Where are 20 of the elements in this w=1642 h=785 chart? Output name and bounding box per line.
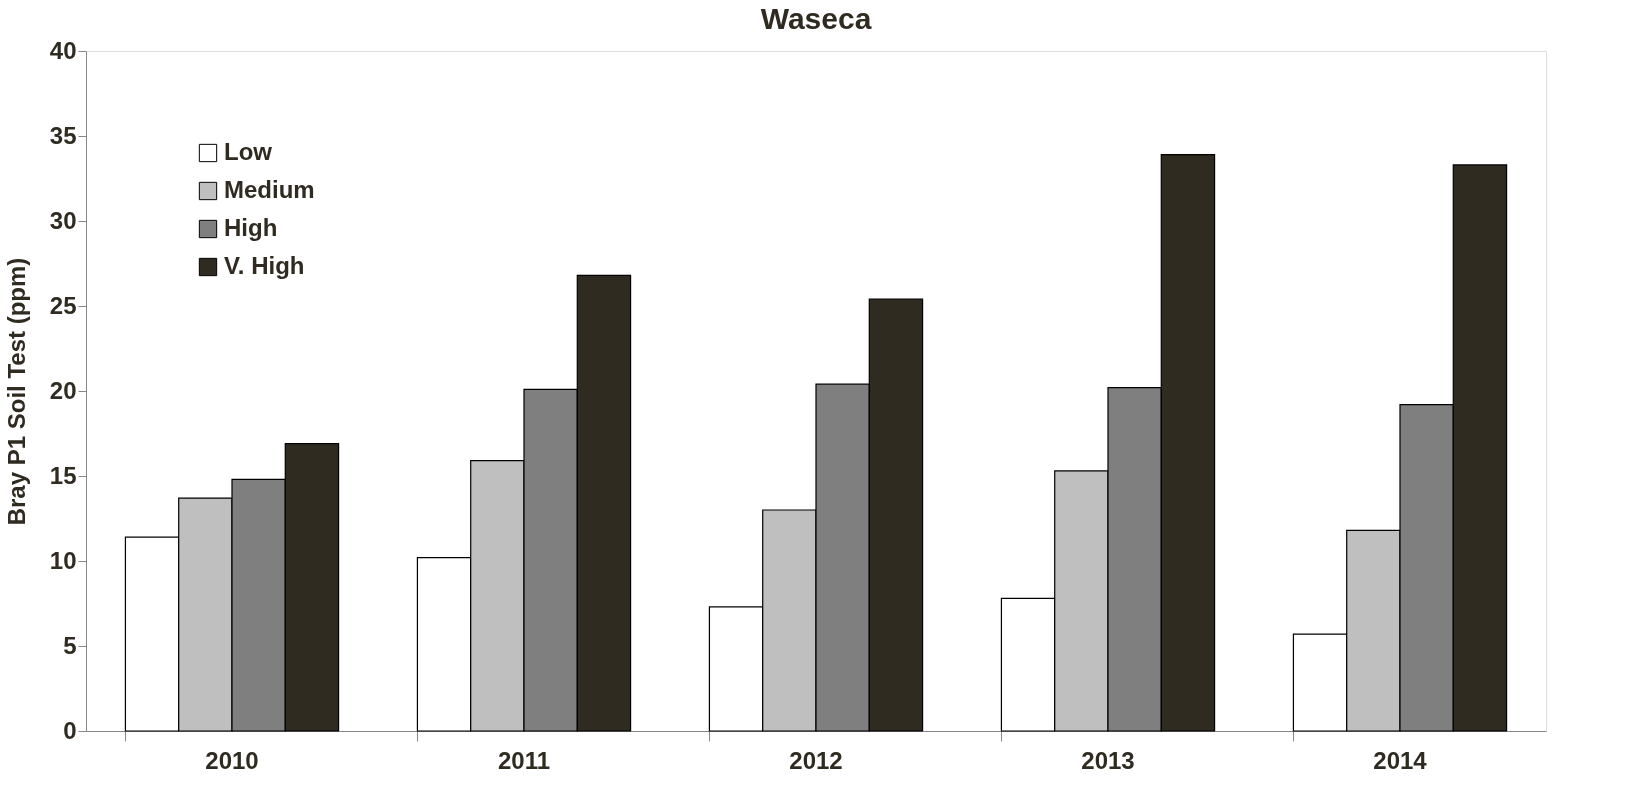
- y-tick-label: 10: [49, 546, 77, 574]
- y-tick-label: 5: [63, 631, 77, 659]
- y-axis-title: Bray P1 Soil Test (ppm): [2, 257, 30, 526]
- chart-title: Waseca: [760, 2, 872, 35]
- x-tick-label: 2014: [1373, 746, 1428, 774]
- x-tick-label: 2012: [789, 746, 843, 774]
- legend-label: High: [224, 214, 278, 241]
- x-tick-label: 2013: [1081, 746, 1135, 774]
- y-tick-label: 35: [49, 121, 77, 149]
- y-tick-label: 0: [63, 716, 77, 744]
- y-tick-label: 40: [49, 36, 77, 64]
- legend-label: Medium: [224, 176, 315, 203]
- y-tick-label: 30: [49, 206, 77, 234]
- y-tick-label: 15: [49, 461, 77, 489]
- x-tick-label: 2010: [205, 746, 259, 774]
- y-tick-label: 20: [49, 376, 77, 404]
- legend-label: Low: [224, 138, 273, 165]
- y-tick-label: 25: [49, 291, 77, 319]
- x-tick-label: 2011: [497, 746, 551, 774]
- legend-label: V. High: [224, 252, 305, 279]
